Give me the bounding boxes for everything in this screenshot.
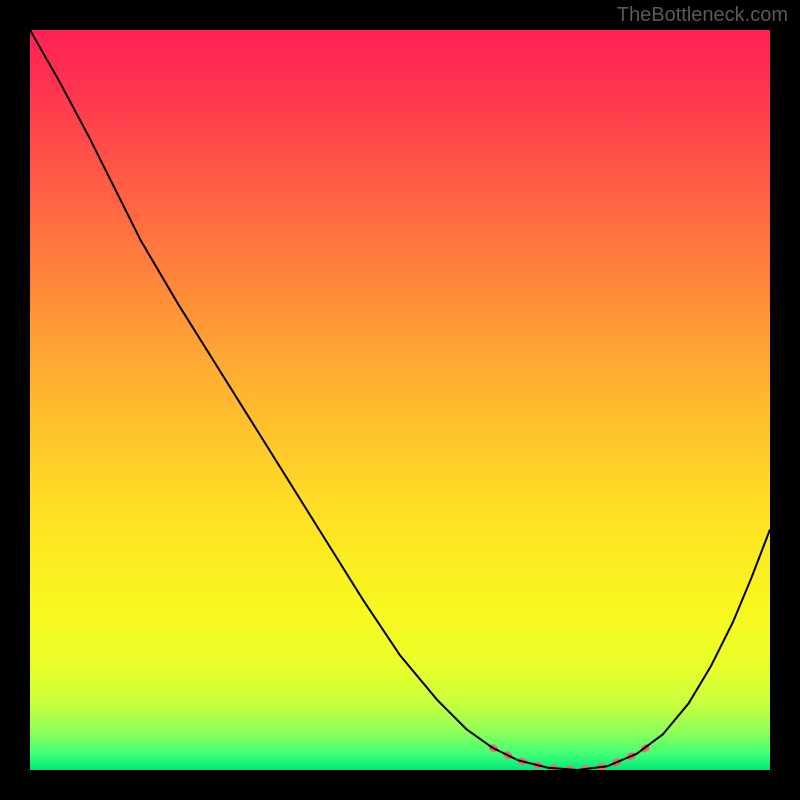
plot-area bbox=[30, 30, 770, 770]
watermark-text: TheBottleneck.com bbox=[617, 4, 788, 27]
bottleneck-curve bbox=[30, 30, 770, 770]
chart-container: TheBottleneck.com bbox=[0, 0, 800, 800]
curve-layer bbox=[30, 30, 770, 770]
